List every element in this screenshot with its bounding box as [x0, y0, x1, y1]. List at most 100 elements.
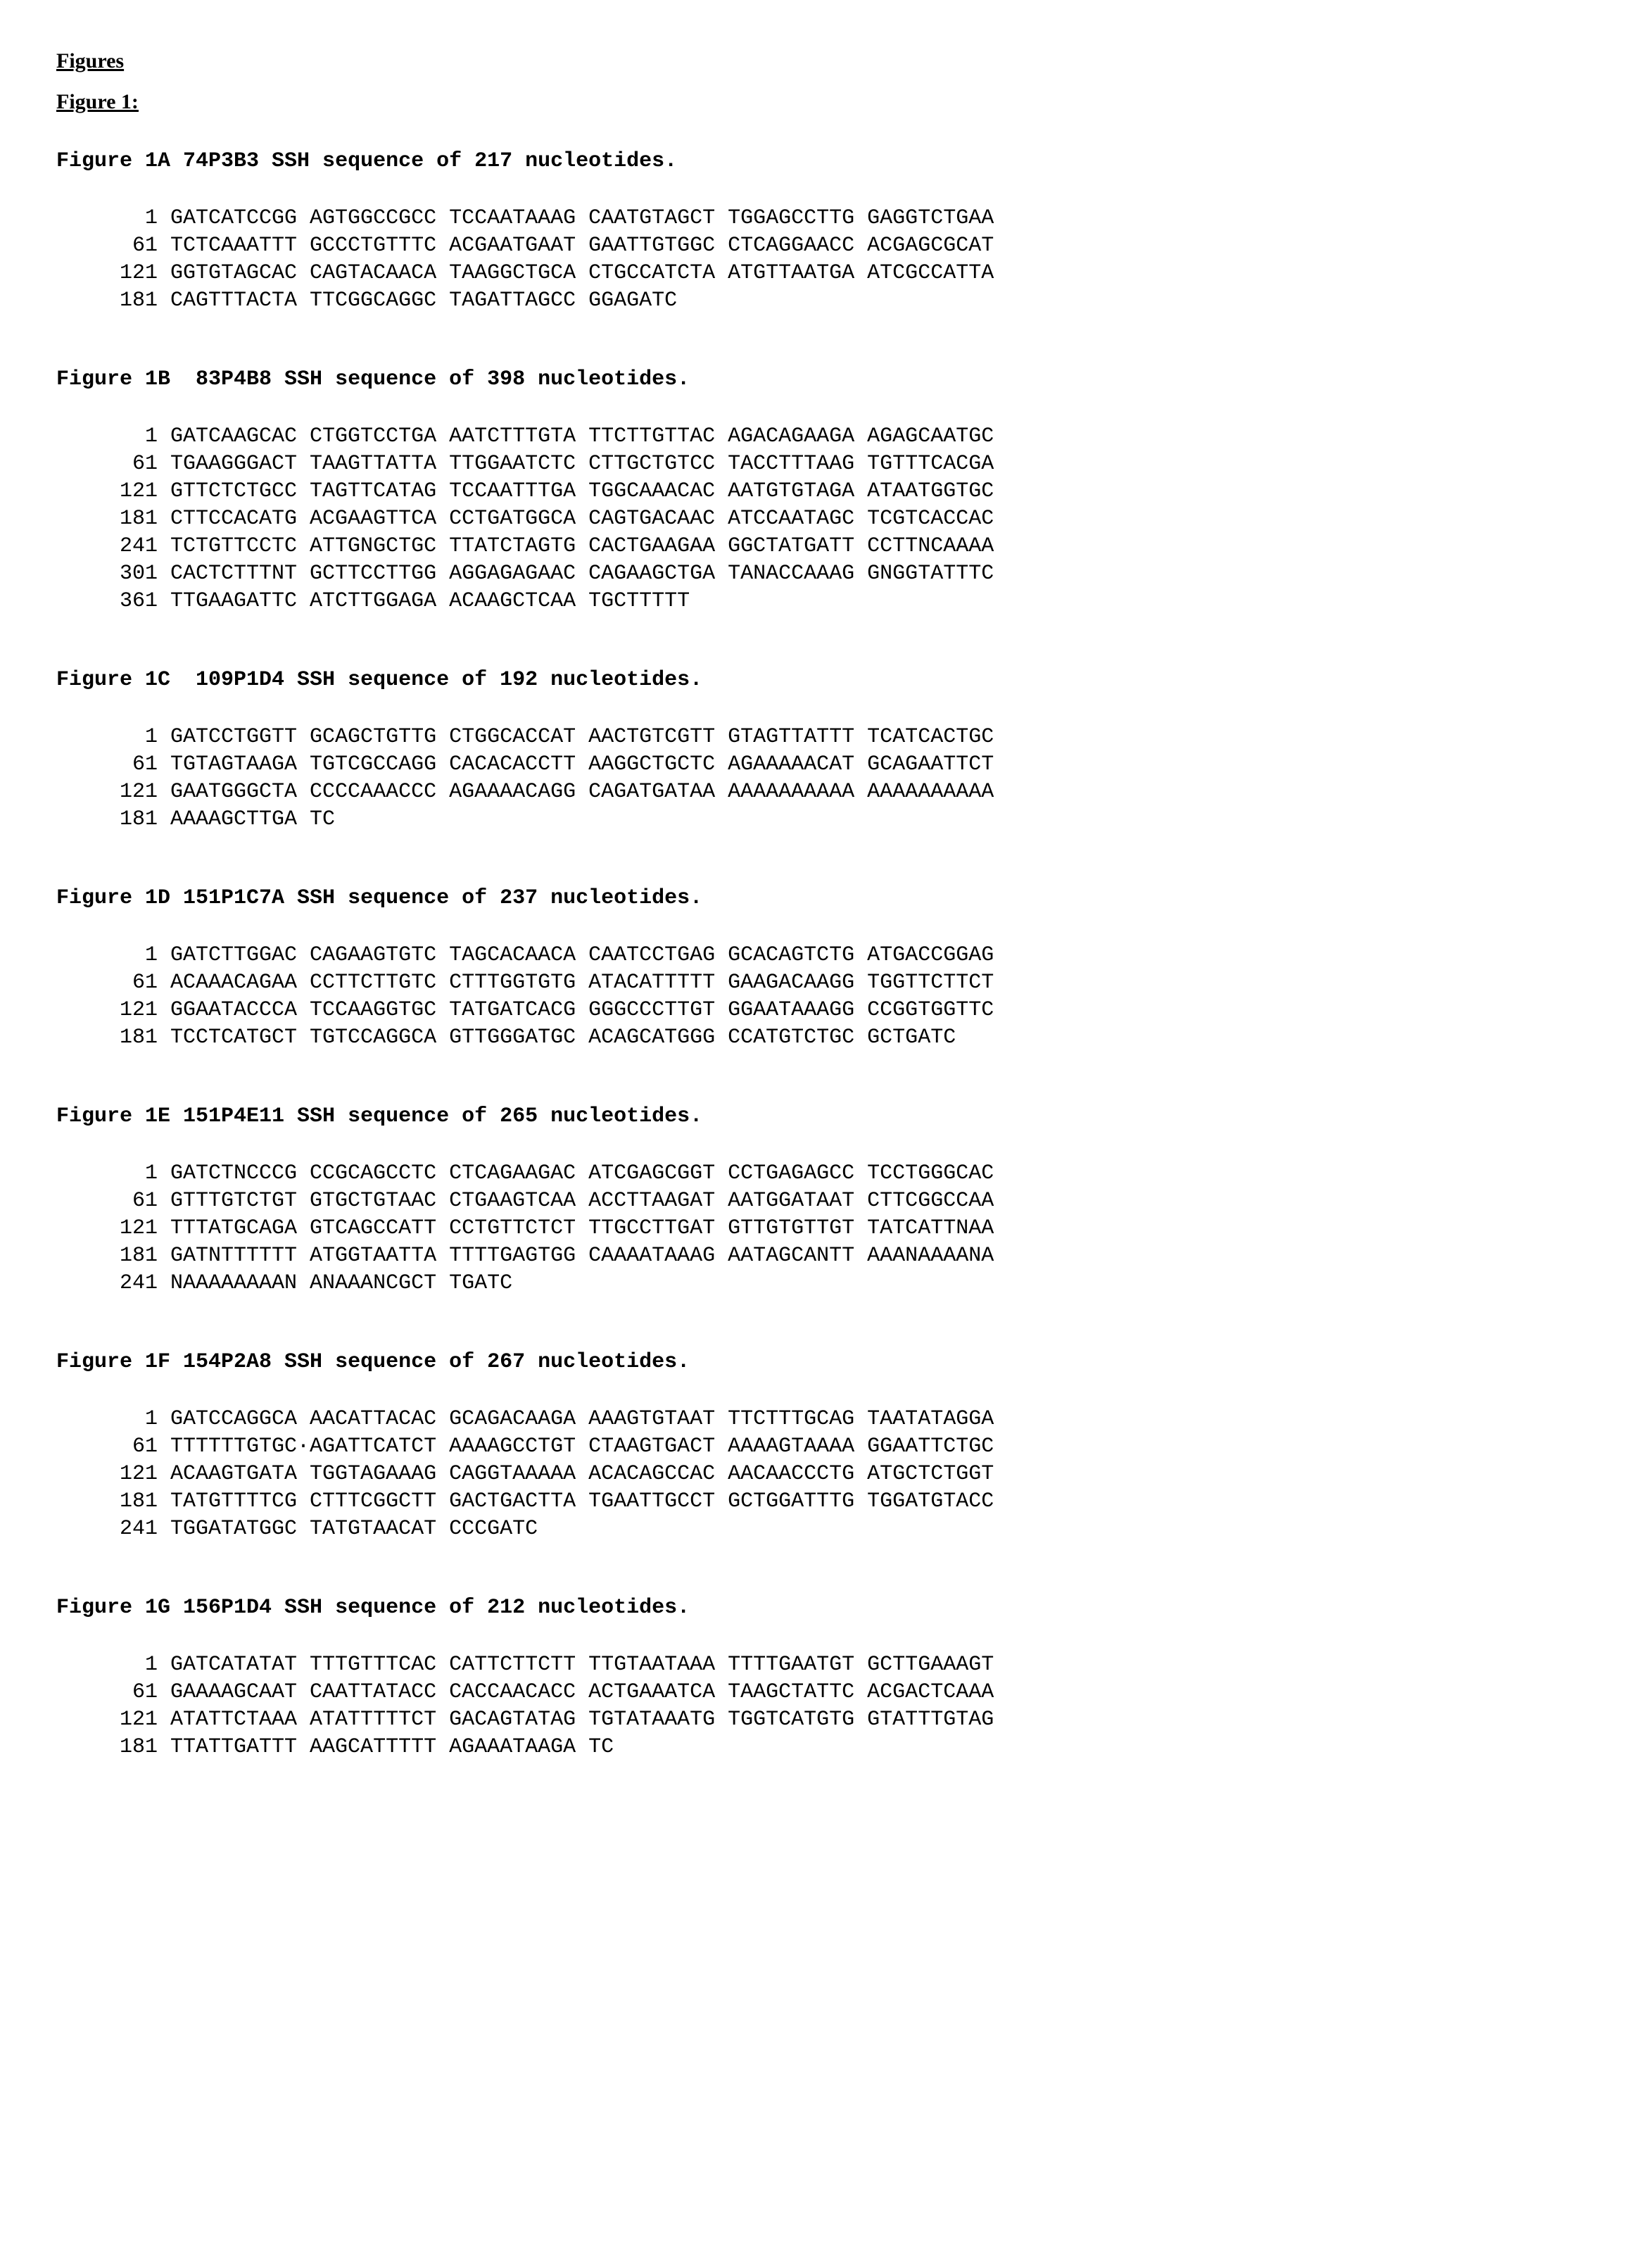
sequence-position: 1 [56, 205, 170, 232]
sequence-line: 121GGTGTAGCAC CAGTACAACA TAAGGCTGCA CTGC… [56, 260, 1588, 287]
sequence-text: ACAAGTGATA TGGTAGAAAG CAGGTAAAAA ACACAGC… [170, 1462, 994, 1486]
figure-title-1B: Figure 1B 83P4B8 SSH sequence of 398 nuc… [56, 367, 1588, 391]
sequence-text: TGAAGGGACT TAAGTTATTA TTGGAATCTC CTTGCTG… [170, 452, 994, 476]
sequence-position: 121 [56, 1215, 170, 1242]
sequence-position: 1 [56, 724, 170, 751]
sequence-text: TTATTGATTT AAGCATTTTT AGAAATAAGA TC [170, 1735, 614, 1759]
figures-heading: Figures [56, 49, 1588, 73]
sequence-text: GATNTTTTTT ATGGTAATTA TTTTGAGTGG CAAAATA… [170, 1244, 994, 1268]
sequence-position: 121 [56, 478, 170, 505]
sequence-line: 181CAGTTTACTA TTCGGCAGGC TAGATTAGCC GGAG… [56, 287, 1588, 315]
sequence-line: 1GATCTNCCCG CCGCAGCCTC CTCAGAAGAC ATCGAG… [56, 1160, 1588, 1187]
sequence-text: TGGATATGGC TATGTAACAT CCCGATC [170, 1517, 538, 1541]
sequence-position: 61 [56, 969, 170, 997]
sequence-block-1F: 1GATCCAGGCA AACATTACAC GCAGACAAGA AAAGTG… [56, 1406, 1588, 1543]
sequence-text: ATATTCTAAA ATATTTTTCT GACAGTATAG TGTATAA… [170, 1708, 994, 1732]
sequence-position: 121 [56, 260, 170, 287]
figure-title-1G: Figure 1G 156P1D4 SSH sequence of 212 nu… [56, 1596, 1588, 1620]
sequence-text: GATCAAGCAC CTGGTCCTGA AATCTTTGTA TTCTTGT… [170, 424, 994, 448]
sequence-text: TCCTCATGCT TGTCCAGGCA GTTGGGATGC ACAGCAT… [170, 1026, 956, 1050]
sequence-position: 61 [56, 1679, 170, 1706]
sequence-position: 181 [56, 1734, 170, 1761]
sequence-block-1D: 1GATCTTGGAC CAGAAGTGTC TAGCACAACA CAATCC… [56, 942, 1588, 1052]
sequence-position: 181 [56, 1488, 170, 1516]
sequence-line: 121ACAAGTGATA TGGTAGAAAG CAGGTAAAAA ACAC… [56, 1461, 1588, 1488]
sequence-line: 1GATCAAGCAC CTGGTCCTGA AATCTTTGTA TTCTTG… [56, 423, 1588, 451]
sequence-text: GTTTGTCTGT GTGCTGTAAC CTGAAGTCAA ACCTTAA… [170, 1189, 994, 1213]
sequence-line: 181GATNTTTTTT ATGGTAATTA TTTTGAGTGG CAAA… [56, 1242, 1588, 1270]
sequence-line: 361TTGAAGATTC ATCTTGGAGA ACAAGCTCAA TGCT… [56, 588, 1588, 615]
sequence-text: GATCATATAT TTTGTTTCAC CATTCTTCTT TTGTAAT… [170, 1653, 994, 1677]
sequence-text: NAAAAAAAAN ANAAANCGCT TGATC [170, 1271, 512, 1295]
sequence-line: 121ATATTCTAAA ATATTTTTCT GACAGTATAG TGTA… [56, 1706, 1588, 1734]
sequence-line: 1GATCTTGGAC CAGAAGTGTC TAGCACAACA CAATCC… [56, 942, 1588, 969]
sequence-position: 361 [56, 588, 170, 615]
sequence-line: 181CTTCCACATG ACGAAGTTCA CCTGATGGCA CAGT… [56, 505, 1588, 533]
sequence-line: 1GATCATCCGG AGTGGCCGCC TCCAATAAAG CAATGT… [56, 205, 1588, 232]
figure-title-1A: Figure 1A 74P3B3 SSH sequence of 217 nuc… [56, 149, 1588, 173]
sequence-line: 121GAATGGGCTA CCCCAAACCC AGAAAACAGG CAGA… [56, 779, 1588, 806]
sequence-position: 121 [56, 997, 170, 1024]
sequence-text: GATCCAGGCA AACATTACAC GCAGACAAGA AAAGTGT… [170, 1407, 994, 1431]
sequence-position: 181 [56, 287, 170, 315]
sequence-position: 1 [56, 423, 170, 451]
sequence-line: 61TGTAGTAAGA TGTCGCCAGG CACACACCTT AAGGC… [56, 751, 1588, 779]
sequence-text: TGTAGTAAGA TGTCGCCAGG CACACACCTT AAGGCTG… [170, 752, 994, 776]
sequence-line: 61TCTCAAATTT GCCCTGTTTC ACGAATGAAT GAATT… [56, 232, 1588, 260]
sequence-line: 301CACTCTTTNT GCTTCCTTGG AGGAGAGAAC CAGA… [56, 560, 1588, 588]
sequence-text: GAATGGGCTA CCCCAAACCC AGAAAACAGG CAGATGA… [170, 780, 994, 804]
sequence-line: 241TCTGTTCCTC ATTGNGCTGC TTATCTAGTG CACT… [56, 533, 1588, 560]
sequence-position: 181 [56, 1242, 170, 1270]
sequence-text: CTTCCACATG ACGAAGTTCA CCTGATGGCA CAGTGAC… [170, 507, 994, 531]
figure-title-1F: Figure 1F 154P2A8 SSH sequence of 267 nu… [56, 1350, 1588, 1374]
sequence-position: 181 [56, 505, 170, 533]
sequence-line: 1GATCCAGGCA AACATTACAC GCAGACAAGA AAAGTG… [56, 1406, 1588, 1433]
sequence-line: 121GGAATACCCA TCCAAGGTGC TATGATCACG GGGC… [56, 997, 1588, 1024]
sequence-block-1G: 1GATCATATAT TTTGTTTCAC CATTCTTCTT TTGTAA… [56, 1651, 1588, 1761]
figure-title-1C: Figure 1C 109P1D4 SSH sequence of 192 nu… [56, 668, 1588, 692]
sequence-line: 181TTATTGATTT AAGCATTTTT AGAAATAAGA TC [56, 1734, 1588, 1761]
sequence-text: AAAAGCTTGA TC [170, 807, 335, 831]
sequence-line: 1GATCCTGGTT GCAGCTGTTG CTGGCACCAT AACTGT… [56, 724, 1588, 751]
sequence-line: 241TGGATATGGC TATGTAACAT CCCGATC [56, 1516, 1588, 1543]
figure-title-1D: Figure 1D 151P1C7A SSH sequence of 237 n… [56, 886, 1588, 910]
sequence-block-1C: 1GATCCTGGTT GCAGCTGTTG CTGGCACCAT AACTGT… [56, 724, 1588, 833]
sequence-line: 121GTTCTCTGCC TAGTTCATAG TCCAATTTGA TGGC… [56, 478, 1588, 505]
sequence-position: 61 [56, 751, 170, 779]
sequence-line: 181TATGTTTTCG CTTTCGGCTT GACTGACTTA TGAA… [56, 1488, 1588, 1516]
sequence-line: 1GATCATATAT TTTGTTTCAC CATTCTTCTT TTGTAA… [56, 1651, 1588, 1679]
sequence-position: 61 [56, 451, 170, 478]
sequence-text: GAAAAGCAAT CAATTATACC CACCAACACC ACTGAAA… [170, 1680, 994, 1704]
sequence-position: 1 [56, 1651, 170, 1679]
sequence-position: 241 [56, 1516, 170, 1543]
sequence-position: 61 [56, 232, 170, 260]
sequence-position: 121 [56, 1706, 170, 1734]
sequence-text: TCTCAAATTT GCCCTGTTTC ACGAATGAAT GAATTGT… [170, 234, 994, 258]
sequence-text: GATCCTGGTT GCAGCTGTTG CTGGCACCAT AACTGTC… [170, 725, 994, 749]
sequence-text: GGTGTAGCAC CAGTACAACA TAAGGCTGCA CTGCCAT… [170, 261, 994, 285]
sequence-text: GATCTNCCCG CCGCAGCCTC CTCAGAAGAC ATCGAGC… [170, 1161, 994, 1185]
sequence-position: 1 [56, 942, 170, 969]
sequence-line: 61TTTTTTGTGC·AGATTCATCT AAAAGCCTGT CTAAG… [56, 1433, 1588, 1461]
sequence-position: 121 [56, 1461, 170, 1488]
sequence-text: TTTTTTGTGC·AGATTCATCT AAAAGCCTGT CTAAGTG… [170, 1435, 994, 1459]
sequence-line: 61TGAAGGGACT TAAGTTATTA TTGGAATCTC CTTGC… [56, 451, 1588, 478]
sequence-text: TTTATGCAGA GTCAGCCATT CCTGTTCTCT TTGCCTT… [170, 1216, 994, 1240]
sequence-line: 121TTTATGCAGA GTCAGCCATT CCTGTTCTCT TTGC… [56, 1215, 1588, 1242]
sequence-position: 241 [56, 533, 170, 560]
figure-title-1E: Figure 1E 151P4E11 SSH sequence of 265 n… [56, 1104, 1588, 1128]
sequence-line: 61GTTTGTCTGT GTGCTGTAAC CTGAAGTCAA ACCTT… [56, 1187, 1588, 1215]
sequence-position: 61 [56, 1187, 170, 1215]
sequence-line: 61GAAAAGCAAT CAATTATACC CACCAACACC ACTGA… [56, 1679, 1588, 1706]
sequence-text: TCTGTTCCTC ATTGNGCTGC TTATCTAGTG CACTGAA… [170, 534, 994, 558]
sequence-block-1E: 1GATCTNCCCG CCGCAGCCTC CTCAGAAGAC ATCGAG… [56, 1160, 1588, 1297]
sequence-position: 301 [56, 560, 170, 588]
sequence-block-1B: 1GATCAAGCAC CTGGTCCTGA AATCTTTGTA TTCTTG… [56, 423, 1588, 615]
sequence-position: 61 [56, 1433, 170, 1461]
sequence-text: TTGAAGATTC ATCTTGGAGA ACAAGCTCAA TGCTTTT… [170, 589, 690, 613]
sequence-block-1A: 1GATCATCCGG AGTGGCCGCC TCCAATAAAG CAATGT… [56, 205, 1588, 315]
sequence-text: GATCATCCGG AGTGGCCGCC TCCAATAAAG CAATGTA… [170, 206, 994, 230]
sequence-text: CACTCTTTNT GCTTCCTTGG AGGAGAGAAC CAGAAGC… [170, 562, 994, 586]
sequence-position: 181 [56, 1024, 170, 1052]
sequence-position: 1 [56, 1406, 170, 1433]
